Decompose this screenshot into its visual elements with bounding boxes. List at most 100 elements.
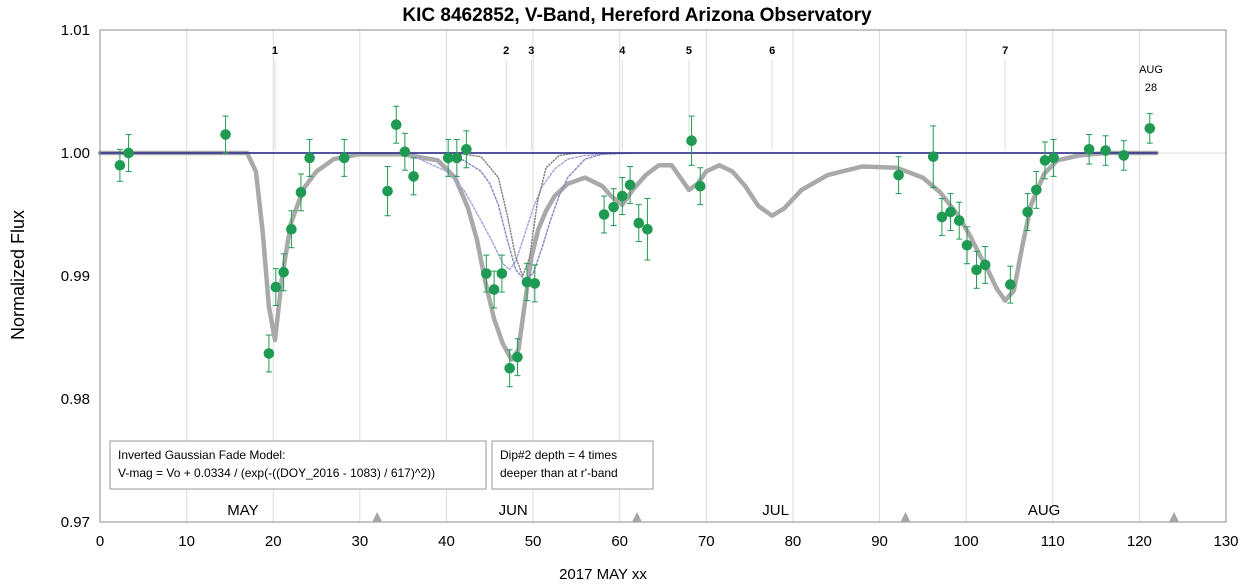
x-tick-label: 0 [96, 533, 104, 550]
data-point [953, 201, 965, 240]
model-curve-4 [454, 152, 604, 277]
aug-28-label-month: AUG [1139, 64, 1163, 76]
data-point [529, 264, 541, 303]
data-point [521, 263, 533, 302]
data-point [616, 177, 628, 215]
data-point [1144, 113, 1156, 144]
data-point [338, 138, 350, 177]
data-point [598, 195, 610, 234]
x-tick-label: 10 [178, 533, 195, 550]
month-marker-triangle [1169, 512, 1180, 522]
model-curve-2 [411, 152, 621, 271]
data-point [263, 334, 275, 373]
data-point [270, 268, 282, 307]
data-point [1005, 265, 1016, 304]
y-axis-title: Normalized Flux [8, 210, 28, 340]
data-marker [220, 129, 231, 140]
data-marker [608, 201, 619, 213]
data-marker [295, 187, 307, 198]
x-tick-label: 50 [525, 533, 542, 550]
model-annotation-line-2: V-mag = Vo + 0.0334 / (exp(-((DOY_2016 -… [118, 466, 435, 480]
data-point [512, 338, 523, 377]
data-marker [953, 215, 965, 226]
data-marker [263, 348, 275, 359]
data-marker [286, 223, 297, 235]
data-marker [278, 267, 289, 278]
dip-label: 1 [272, 45, 278, 57]
data-marker [624, 179, 636, 191]
labels: 0 10 20 30 40 50 60 70 80 90 100 110 120 130 0.97 0.98 0… [61, 22, 1239, 550]
x-tick-label: 130 [1213, 533, 1238, 550]
data-point [496, 254, 508, 293]
month-marker-triangle [372, 512, 383, 522]
data-marker [945, 206, 956, 218]
data-marker [123, 147, 134, 159]
data-marker [451, 152, 463, 164]
model-annotation-line-1: Inverted Gaussian Fade Model: [118, 448, 285, 462]
data-point [1083, 134, 1095, 165]
data-point [694, 167, 706, 206]
aug-28-label-day: 28 [1145, 82, 1157, 94]
data-marker [481, 268, 492, 279]
data-point [1039, 141, 1051, 180]
data-point [971, 250, 982, 289]
x-tick-label: 60 [611, 533, 628, 550]
y-tick-label: 1.01 [61, 22, 90, 39]
data-point [442, 138, 454, 177]
data-point [304, 138, 315, 177]
depth-annotation-line-1: Dip#2 depth = 4 times [500, 448, 617, 462]
month-label: AUG [1028, 502, 1061, 519]
data-marker [270, 281, 282, 293]
data-marker [1005, 279, 1016, 290]
data-point [624, 166, 636, 204]
data-marker [496, 268, 508, 279]
data-marker [1022, 206, 1033, 218]
y-tick-label: 1.00 [61, 145, 90, 162]
data-marker [382, 185, 393, 197]
data-marker [971, 264, 982, 276]
data-marker [442, 152, 454, 164]
x-axis-title: 2017 MAY xx [559, 566, 647, 583]
data-point [390, 105, 402, 144]
data-marker [390, 119, 402, 131]
data-point [936, 198, 948, 236]
dip-label: 3 [528, 45, 534, 57]
x-tick-label: 70 [698, 533, 715, 550]
data-marker [512, 351, 523, 363]
dip-label: 2 [503, 45, 509, 57]
data-marker [598, 209, 610, 220]
month-markers [372, 512, 1180, 522]
y-tick-label: 0.99 [61, 268, 90, 285]
data-marker [893, 169, 904, 181]
dip-label: 6 [769, 45, 775, 57]
data-point [633, 204, 645, 243]
data-marker [1083, 144, 1095, 155]
data-marker [633, 217, 645, 229]
data-point [408, 157, 419, 196]
month-marker-triangle [632, 512, 643, 522]
data-marker [114, 160, 126, 171]
data-point [608, 188, 619, 227]
data-marker [961, 239, 973, 251]
data-marker [408, 171, 419, 182]
data-point [504, 349, 515, 388]
x-tick-label: 120 [1127, 533, 1152, 550]
dip-label: 4 [619, 45, 626, 57]
data-marker [1144, 123, 1156, 134]
data-point [451, 138, 463, 177]
data-marker [504, 362, 515, 374]
data-marker [1031, 184, 1042, 196]
data-point [1031, 170, 1042, 209]
x-tick-label: 100 [954, 533, 979, 550]
data-point [1022, 193, 1033, 231]
data-marker [686, 135, 697, 146]
model-curve-1 [97, 150, 1159, 362]
data-point [295, 173, 307, 212]
data-marker [304, 152, 315, 164]
data-point [927, 125, 939, 188]
dip-label: 5 [686, 45, 692, 57]
data-point [123, 134, 134, 172]
x-tick-label: 80 [785, 533, 802, 550]
